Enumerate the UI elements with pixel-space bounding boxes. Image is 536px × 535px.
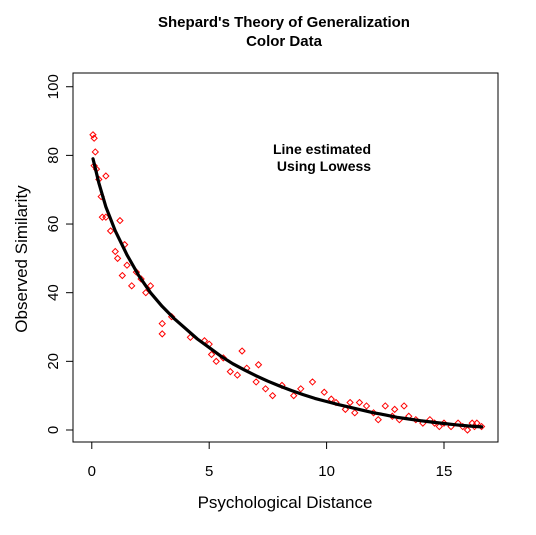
scatter-point (355, 398, 364, 407)
scatter-point (238, 347, 246, 355)
scatter-point (207, 350, 216, 359)
scatter-point (351, 409, 359, 417)
y-tick-label: 60 (45, 216, 62, 233)
y-tick-label: 40 (45, 284, 62, 301)
scatter-point (463, 426, 472, 434)
scatter-point (390, 405, 399, 414)
scatter-point (127, 282, 136, 290)
scatter-point (123, 261, 131, 269)
scatter-point (111, 247, 119, 256)
lowess-line (91, 157, 484, 429)
y-tick-label: 100 (45, 74, 62, 99)
scatter-point (91, 148, 100, 156)
y-tick-label: 20 (45, 353, 62, 370)
lowess-curve-group (91, 157, 484, 429)
chart-subtitle: Color Data (246, 33, 323, 50)
scatter-point (158, 330, 166, 338)
x-axis: 0 5 10 15 (88, 441, 453, 480)
scatter-point (233, 371, 242, 379)
scatter-point (261, 385, 270, 393)
scatter-point (341, 405, 350, 414)
scatter-point (106, 227, 115, 235)
scatter-point (102, 172, 110, 180)
scatter-point (346, 398, 354, 407)
y-axis-label: Observed Similarity (12, 185, 31, 333)
scatter-point (362, 402, 371, 410)
scatter-point (116, 216, 124, 225)
scatter-point (146, 282, 155, 290)
scatter-point (252, 378, 260, 386)
scatter-point (308, 378, 317, 386)
scatter-point (381, 402, 389, 410)
scatter-point (268, 391, 277, 400)
scatter-point (374, 415, 382, 424)
scatter-point (226, 367, 235, 376)
x-axis-label: Psychological Distance (198, 493, 373, 512)
x-tick-label: 5 (205, 463, 213, 480)
scatter-point (118, 271, 127, 280)
annotation-line-2: Using Lowess (277, 158, 371, 174)
y-tick-label: 0 (45, 426, 62, 434)
annotation-line-1: Line estimated (273, 141, 371, 157)
scatter-point (90, 134, 98, 142)
x-tick-label: 10 (318, 463, 335, 480)
scatter-point (254, 361, 263, 369)
chart-title: Shepard's Theory of Generalization (158, 14, 410, 31)
x-tick-label: 0 (88, 463, 96, 480)
y-axis: 0 20 40 60 80 100 (45, 74, 74, 434)
scatter-point (89, 131, 97, 139)
x-tick-label: 15 (436, 463, 453, 480)
scatter-point (212, 357, 220, 366)
scatter-point (400, 402, 408, 410)
scatter-point (142, 288, 150, 297)
scatter-point (290, 391, 298, 400)
scatter-point (158, 319, 166, 328)
scatter-point (113, 254, 122, 263)
scatter-point (297, 385, 305, 393)
y-tick-label: 80 (45, 147, 62, 164)
scatter-point (435, 422, 444, 431)
scatter-point (320, 388, 328, 396)
